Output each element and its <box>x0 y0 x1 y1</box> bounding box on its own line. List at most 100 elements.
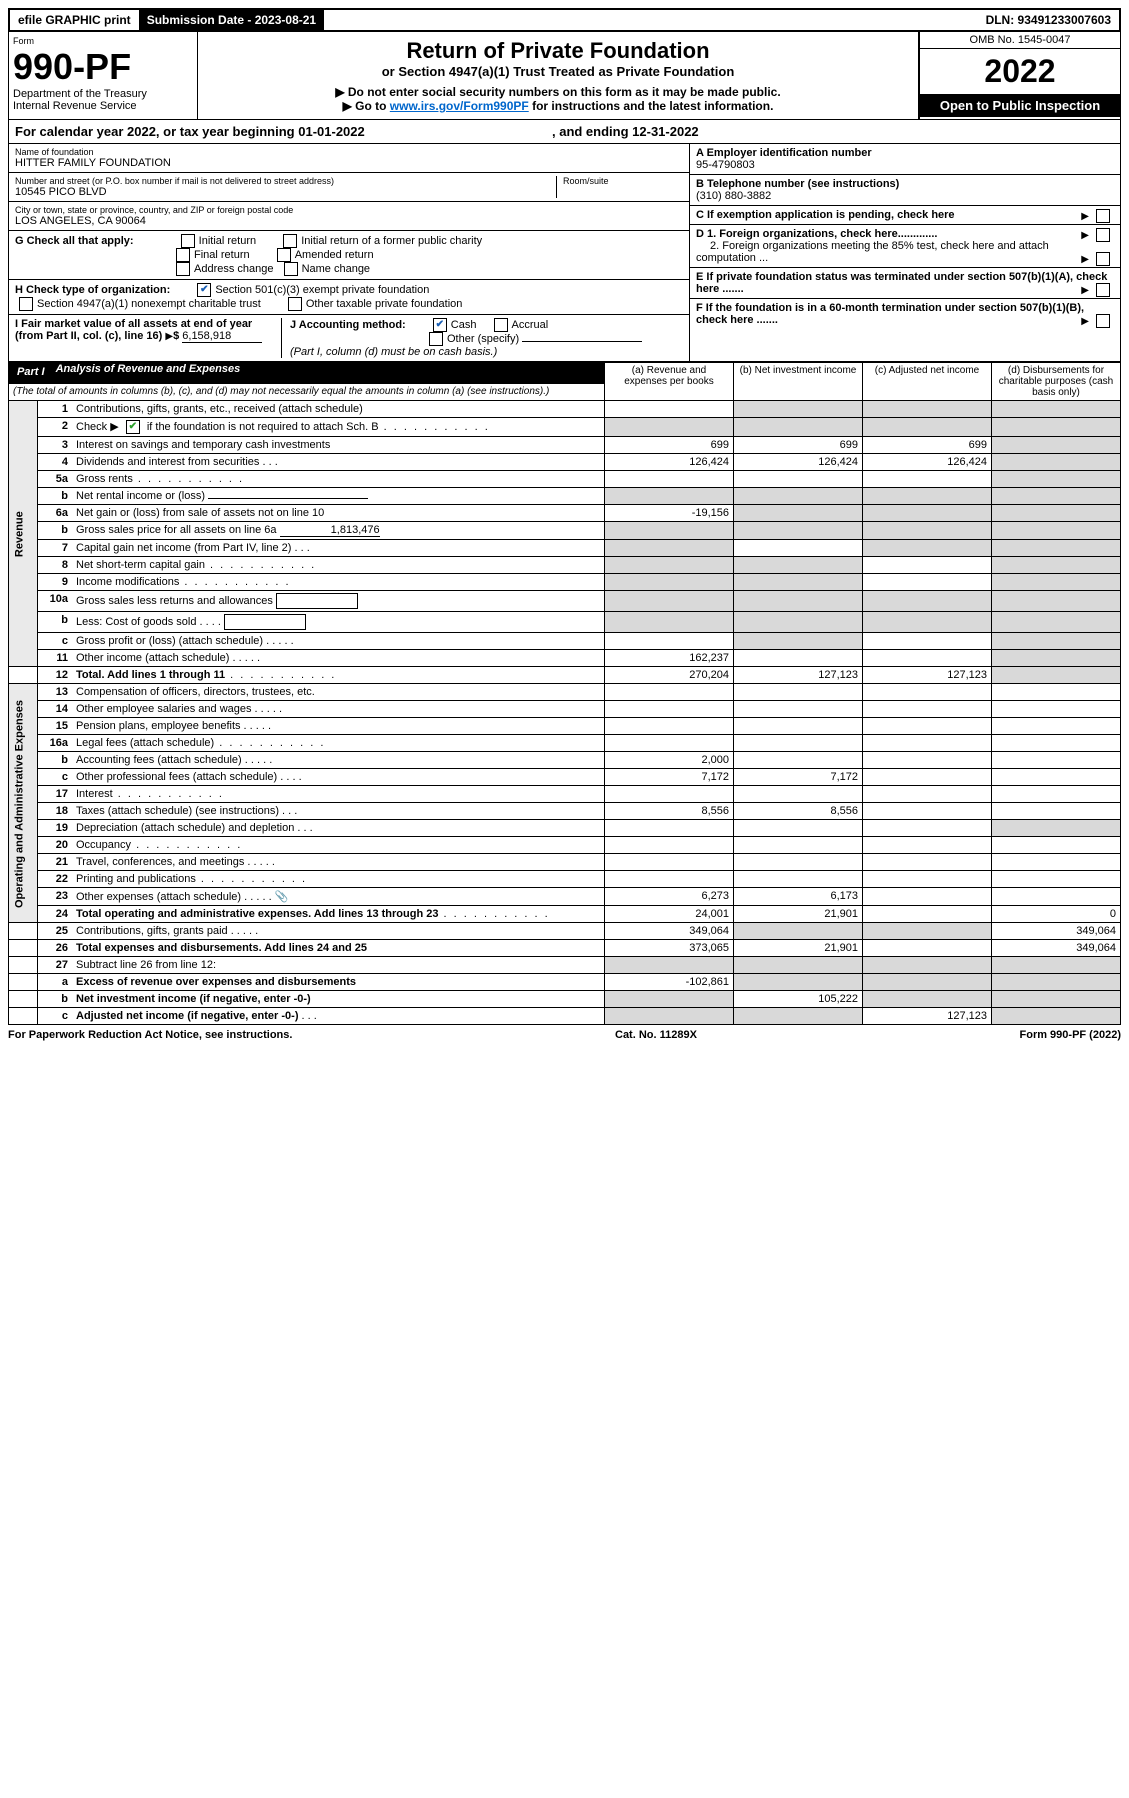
checkbox-e[interactable] <box>1096 283 1110 297</box>
line-5b-no: b <box>38 488 73 505</box>
c-label: C If exemption application is pending, c… <box>696 209 955 221</box>
checkbox-sch-b[interactable] <box>126 420 140 434</box>
checkbox-amended[interactable] <box>277 248 291 262</box>
col-a-header: (a) Revenue and expenses per books <box>605 363 734 401</box>
checkbox-other-method[interactable] <box>429 332 443 346</box>
line-24-no: 24 <box>38 906 73 923</box>
room-label: Room/suite <box>563 176 683 186</box>
line-27a-no: a <box>38 974 73 991</box>
checkbox-d2[interactable] <box>1096 252 1110 266</box>
line-25-desc: Contributions, gifts, grants paid <box>76 925 228 937</box>
line-15-desc: Pension plans, employee benefits <box>76 720 241 732</box>
checkbox-other-taxable[interactable] <box>288 297 302 311</box>
top-bar: efile GRAPHIC print Submission Date - 20… <box>8 8 1121 32</box>
attachment-icon[interactable]: 📎 <box>275 891 289 903</box>
line-8-no: 8 <box>38 557 73 574</box>
opt-amended: Amended return <box>295 249 374 261</box>
line-4-a: 126,424 <box>605 454 734 471</box>
line-4-c: 126,424 <box>863 454 992 471</box>
cal-mid: , and ending <box>552 124 632 139</box>
line-7-no: 7 <box>38 540 73 557</box>
line-7-desc: Capital gain net income (from Part IV, l… <box>76 542 291 554</box>
line-14-desc: Other employee salaries and wages <box>76 703 251 715</box>
line-21-desc: Travel, conferences, and meetings <box>76 856 244 868</box>
line-5b-desc: Net rental income or (loss) <box>76 490 205 502</box>
checkbox-cash[interactable] <box>433 318 447 332</box>
form-title: Return of Private Foundation <box>204 38 912 64</box>
line-6b-no: b <box>38 522 73 540</box>
line-5a-desc: Gross rents <box>76 473 133 485</box>
line-12-desc: Total. Add lines 1 through 11 <box>76 669 225 681</box>
line-10b-desc: Less: Cost of goods sold <box>76 616 196 628</box>
line-13-desc: Compensation of officers, directors, tru… <box>72 684 605 701</box>
city-value: LOS ANGELES, CA 90064 <box>15 215 683 227</box>
line-24-desc: Total operating and administrative expen… <box>76 908 438 920</box>
line-24-d: 0 <box>992 906 1121 923</box>
checkbox-4947[interactable] <box>19 297 33 311</box>
line-2-post: if the foundation is not required to att… <box>147 421 379 433</box>
opt-initial-return: Initial return <box>199 235 256 247</box>
line-11-desc: Other income (attach schedule) <box>76 652 229 664</box>
opt-other-taxable: Other taxable private foundation <box>306 298 463 310</box>
checkbox-501c3[interactable] <box>197 283 211 297</box>
line-23-desc: Other expenses (attach schedule) <box>76 891 241 903</box>
line-24-a: 24,001 <box>605 906 734 923</box>
line-14-no: 14 <box>38 701 73 718</box>
opt-501c3: Section 501(c)(3) exempt private foundat… <box>215 284 429 296</box>
line-16b-no: b <box>38 752 73 769</box>
checkbox-d1[interactable] <box>1096 228 1110 242</box>
checkbox-address-change[interactable] <box>176 262 190 276</box>
line-20-desc: Occupancy <box>76 839 131 851</box>
line-8-desc: Net short-term capital gain <box>76 559 205 571</box>
dln-label: DLN: 93491233007603 <box>978 10 1119 30</box>
line-2-pre: Check ▶ <box>76 421 119 433</box>
checkbox-accrual[interactable] <box>494 318 508 332</box>
open-public-label: Open to Public Inspection <box>920 94 1120 117</box>
line-3-desc: Interest on savings and temporary cash i… <box>72 437 605 454</box>
line-4-no: 4 <box>38 454 73 471</box>
line-23-no: 23 <box>38 888 73 906</box>
g-label: G Check all that apply: <box>15 235 134 247</box>
footer-right: Form 990-PF (2022) <box>1020 1029 1121 1041</box>
line-27a-desc: Excess of revenue over expenses and disb… <box>76 976 356 988</box>
line-21-no: 21 <box>38 854 73 871</box>
line-24-b: 21,901 <box>734 906 863 923</box>
foundation-name: HITTER FAMILY FOUNDATION <box>15 157 683 169</box>
phone-value: (310) 880-3882 <box>696 190 771 202</box>
checkbox-c[interactable] <box>1096 209 1110 223</box>
checkbox-initial-return[interactable] <box>181 234 195 248</box>
line-17-desc: Interest <box>76 788 113 800</box>
line-15-no: 15 <box>38 718 73 735</box>
line-10a-no: 10a <box>38 591 73 612</box>
form-instructions-link[interactable]: www.irs.gov/Form990PF <box>390 99 529 113</box>
note-goto-post: for instructions and the latest informat… <box>529 99 774 113</box>
city-label: City or town, state or province, country… <box>15 205 683 215</box>
line-23-b: 6,173 <box>734 888 863 906</box>
line-16c-a: 7,172 <box>605 769 734 786</box>
line-5a-no: 5a <box>38 471 73 488</box>
ein-value: 95-4790803 <box>696 159 755 171</box>
line-25-d: 349,064 <box>992 923 1121 940</box>
opt-4947: Section 4947(a)(1) nonexempt charitable … <box>37 298 261 310</box>
tax-year: 2022 <box>920 49 1120 94</box>
checkbox-initial-former[interactable] <box>283 234 297 248</box>
checkbox-name-change[interactable] <box>284 262 298 276</box>
line-3-b: 699 <box>734 437 863 454</box>
part1-table: Part I Analysis of Revenue and Expenses … <box>8 362 1121 1025</box>
line-10c-desc: Gross profit or (loss) (attach schedule) <box>76 635 263 647</box>
opt-address-change: Address change <box>194 263 274 275</box>
opt-cash: Cash <box>451 319 477 331</box>
col-d-header: (d) Disbursements for charitable purpose… <box>992 363 1121 401</box>
cal-begin: 01-01-2022 <box>298 124 365 139</box>
opt-final-return: Final return <box>194 249 250 261</box>
line-1-no: 1 <box>38 401 73 418</box>
line-16c-b: 7,172 <box>734 769 863 786</box>
line-4-b: 126,424 <box>734 454 863 471</box>
checkbox-f[interactable] <box>1096 314 1110 328</box>
efile-print-label[interactable]: efile GRAPHIC print <box>10 10 139 30</box>
line-12-no: 12 <box>38 667 73 684</box>
checkbox-final-return[interactable] <box>176 248 190 262</box>
address-value: 10545 PICO BLVD <box>15 186 556 198</box>
foundation-name-label: Name of foundation <box>15 147 683 157</box>
line-27c-c: 127,123 <box>863 1008 992 1025</box>
